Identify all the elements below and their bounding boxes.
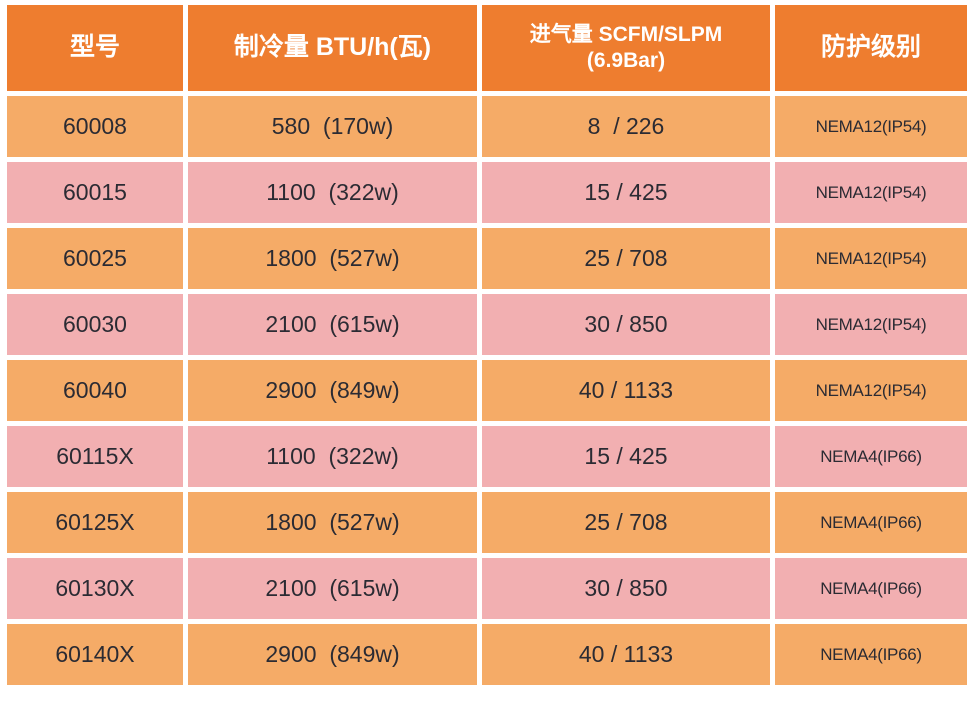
- cell-cooling-capacity: 1800 (527w): [188, 492, 477, 553]
- table-row: 60015 1100 (322w) 15 / 425 NEMA12(IP54): [7, 162, 967, 223]
- cell-model: 60130X: [7, 558, 183, 619]
- cell-model: 60030: [7, 294, 183, 355]
- table-row: 60140X 2900 (849w) 40 / 1133 NEMA4(IP66): [7, 624, 967, 685]
- table-header-row: 型号 制冷量 BTU/h(瓦) 进气量 SCFM/SLPM (6.9Bar) 防…: [7, 5, 967, 91]
- table-row: 60008 580 (170w) 8 / 226 NEMA12(IP54): [7, 96, 967, 157]
- table-row: 60115X 1100 (322w) 15 / 425 NEMA4(IP66): [7, 426, 967, 487]
- cell-cooling-capacity: 2900 (849w): [188, 360, 477, 421]
- table-row: 60130X 2100 (615w) 30 / 850 NEMA4(IP66): [7, 558, 967, 619]
- cell-model: 60125X: [7, 492, 183, 553]
- cell-protection-rating: NEMA12(IP54): [775, 162, 967, 223]
- cell-protection-rating: NEMA4(IP66): [775, 558, 967, 619]
- table-row: 60040 2900 (849w) 40 / 1133 NEMA12(IP54): [7, 360, 967, 421]
- cell-cooling-capacity: 1800 (527w): [188, 228, 477, 289]
- cell-protection-rating: NEMA4(IP66): [775, 624, 967, 685]
- cell-cooling-capacity: 1100 (322w): [188, 162, 477, 223]
- cell-air-intake: 25 / 708: [482, 492, 770, 553]
- cell-model: 60140X: [7, 624, 183, 685]
- cell-model: 60115X: [7, 426, 183, 487]
- cell-air-intake: 15 / 425: [482, 162, 770, 223]
- cell-protection-rating: NEMA4(IP66): [775, 426, 967, 487]
- cell-protection-rating: NEMA12(IP54): [775, 294, 967, 355]
- header-cell-air-intake: 进气量 SCFM/SLPM (6.9Bar): [482, 5, 770, 91]
- header-cell-cooling-capacity: 制冷量 BTU/h(瓦): [188, 5, 477, 91]
- cell-cooling-capacity: 2900 (849w): [188, 624, 477, 685]
- cell-air-intake: 25 / 708: [482, 228, 770, 289]
- cell-protection-rating: NEMA12(IP54): [775, 96, 967, 157]
- cell-cooling-capacity: 2100 (615w): [188, 558, 477, 619]
- cell-air-intake: 8 / 226: [482, 96, 770, 157]
- table-row: 60030 2100 (615w) 30 / 850 NEMA12(IP54): [7, 294, 967, 355]
- cell-air-intake: 40 / 1133: [482, 360, 770, 421]
- header-cell-protection-rating: 防护级别: [775, 5, 967, 91]
- cell-cooling-capacity: 2100 (615w): [188, 294, 477, 355]
- cell-air-intake: 15 / 425: [482, 426, 770, 487]
- table-row: 60125X 1800 (527w) 25 / 708 NEMA4(IP66): [7, 492, 967, 553]
- table-row: 60025 1800 (527w) 25 / 708 NEMA12(IP54): [7, 228, 967, 289]
- cell-model: 60015: [7, 162, 183, 223]
- header-air-intake-line1: 进气量 SCFM/SLPM: [529, 22, 723, 46]
- cell-air-intake: 40 / 1133: [482, 624, 770, 685]
- cell-cooling-capacity: 1100 (322w): [188, 426, 477, 487]
- cell-model: 60025: [7, 228, 183, 289]
- cell-protection-rating: NEMA4(IP66): [775, 492, 967, 553]
- header-air-intake-line2: (6.9Bar): [586, 49, 666, 72]
- cell-air-intake: 30 / 850: [482, 558, 770, 619]
- cell-model: 60040: [7, 360, 183, 421]
- cell-cooling-capacity: 580 (170w): [188, 96, 477, 157]
- cell-protection-rating: NEMA12(IP54): [775, 228, 967, 289]
- header-cell-model: 型号: [7, 5, 183, 91]
- cooler-spec-table: 型号 制冷量 BTU/h(瓦) 进气量 SCFM/SLPM (6.9Bar) 防…: [2, 0, 972, 690]
- cell-air-intake: 30 / 850: [482, 294, 770, 355]
- cell-protection-rating: NEMA12(IP54): [775, 360, 967, 421]
- cell-model: 60008: [7, 96, 183, 157]
